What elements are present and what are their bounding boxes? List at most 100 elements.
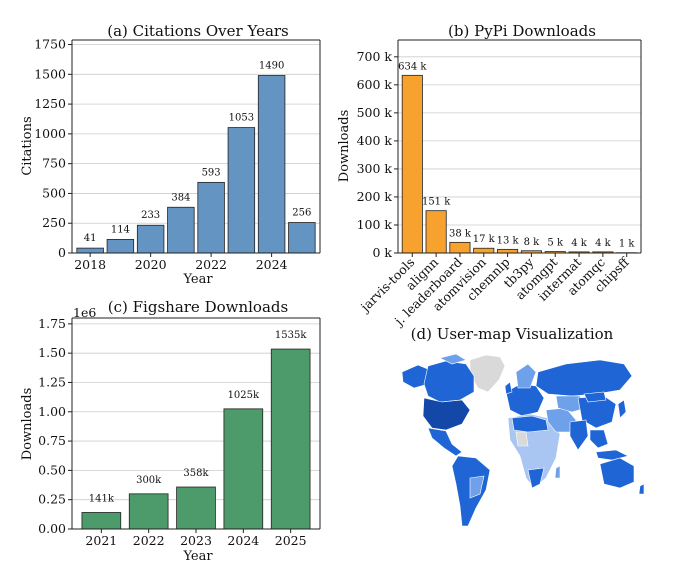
- panel-c-title: (c) Figshare Downloads: [108, 298, 288, 316]
- y-tick-label: 500 k: [357, 105, 393, 120]
- data-label: 8 k: [524, 237, 541, 248]
- y-tick-label: 200 k: [357, 189, 393, 204]
- map-europe: [505, 383, 545, 417]
- y-tick-label: 1.00: [38, 404, 66, 419]
- data-label: 141k: [89, 493, 115, 504]
- map-russia: [535, 359, 633, 397]
- y-tick-label: 0 k: [372, 245, 392, 260]
- map-north-africa: [511, 415, 549, 433]
- data-label: 1053: [229, 113, 254, 124]
- panel-b-pypi: (b) PyPi Downloads 0 k 100 k 200 k 300 k 400…: [337, 22, 642, 329]
- bar: [257, 75, 286, 254]
- y-tick-label: 700 k: [357, 49, 393, 64]
- x-tick-label: 2025: [275, 533, 307, 548]
- data-label: 358k: [183, 468, 209, 479]
- data-label: 256: [292, 208, 311, 219]
- bar: [425, 210, 447, 254]
- panel-d-user-map: (d) User-map Visualization: [401, 325, 645, 527]
- panel-c-ylabel: Downloads: [20, 388, 35, 460]
- x-tick-label: 2023: [180, 533, 212, 548]
- y-tick-label: 0.75: [38, 433, 66, 448]
- panel-a-ylabel: Citations: [20, 116, 35, 175]
- bar: [270, 348, 311, 530]
- y-tick-label: 0.25: [38, 492, 66, 507]
- bar: [197, 181, 225, 254]
- data-label: 1025k: [228, 390, 260, 401]
- y-tick-label: 0.50: [38, 462, 66, 477]
- y-tick-label: 250: [42, 215, 66, 230]
- map-india: [569, 419, 589, 451]
- y-tick-label: 1250: [34, 96, 66, 111]
- y-tick-label: 1500: [34, 66, 66, 81]
- map-australia: [599, 457, 635, 489]
- map-usa: [422, 397, 471, 431]
- map-indonesia: [595, 449, 629, 461]
- map-scandinavia: [515, 363, 537, 389]
- bar: [76, 247, 104, 254]
- panel-a-xlabel: Year: [182, 272, 213, 287]
- data-label: 5 k: [547, 238, 564, 249]
- map-canada: [423, 360, 475, 403]
- map-madagascar: [554, 465, 561, 479]
- map-japan: [617, 399, 627, 419]
- x-tick-label: 2021: [85, 533, 117, 548]
- x-tick-label: 2024: [227, 533, 259, 548]
- data-label: 1490: [259, 61, 284, 72]
- y-tick-label: 400 k: [357, 133, 393, 148]
- y-tick-label: 0.00: [38, 521, 66, 536]
- y-tick-label: 750: [42, 156, 66, 171]
- data-label: 634 k: [398, 61, 427, 72]
- bar: [176, 486, 216, 530]
- panel-b-ylabel: Downloads: [337, 110, 352, 182]
- world-map: [401, 353, 645, 527]
- bar: [128, 493, 169, 530]
- bar: [167, 206, 195, 254]
- data-label: 41: [84, 233, 97, 244]
- bar: [106, 239, 135, 254]
- bar: [223, 408, 264, 530]
- panel-c-figshare: (c) Figshare Downloads 1e6 0.00 0.25 0.50 0…: [20, 298, 321, 564]
- map-south-africa: [527, 467, 545, 489]
- data-label: 17 k: [473, 234, 496, 245]
- map-south-america-light: [469, 475, 485, 499]
- map-mexico: [427, 427, 463, 457]
- data-label: 1 k: [619, 239, 636, 250]
- panel-c-xlabel: Year: [182, 549, 213, 564]
- y-tick-label: 500: [42, 185, 66, 200]
- bar: [227, 127, 256, 254]
- bar: [81, 512, 122, 530]
- map-mongolia: [583, 391, 607, 403]
- data-label: 4 k: [571, 238, 588, 249]
- y-tick-label: 1.75: [38, 316, 66, 331]
- y-tick-label: 0: [58, 245, 66, 260]
- map-new-zealand: [638, 483, 645, 495]
- x-tick-label: 2022: [133, 533, 165, 548]
- data-label: 13 k: [497, 235, 520, 246]
- bar: [449, 241, 471, 254]
- y-tick-label: 1750: [34, 37, 66, 52]
- y-tick-label: 600 k: [357, 77, 393, 92]
- data-label: 233: [141, 210, 160, 221]
- panel-a-title: (a) Citations Over Years: [107, 22, 289, 40]
- panel-b-title: (b) PyPi Downloads: [448, 22, 596, 40]
- panel-c-scale-label: 1e6: [73, 305, 96, 320]
- x-tick-label: 2024: [256, 257, 288, 272]
- data-label: 114: [111, 224, 130, 235]
- data-label: 38 k: [449, 228, 472, 239]
- y-tick-label: 100 k: [357, 217, 393, 232]
- map-canada-islands: [439, 353, 467, 365]
- y-tick-label: 1.25: [38, 374, 66, 389]
- x-tick-label: 2020: [135, 257, 167, 272]
- x-tick-label: 2018: [74, 257, 106, 272]
- bar: [401, 74, 423, 254]
- data-label: 384: [171, 192, 190, 203]
- data-label: 300k: [136, 475, 162, 486]
- data-label: 4 k: [595, 238, 612, 249]
- y-tick-label: 1.50: [38, 345, 66, 360]
- map-uk: [504, 381, 513, 395]
- bar: [497, 248, 519, 254]
- data-label: 151 k: [422, 197, 451, 208]
- map-africa-patch: [515, 431, 529, 447]
- bar: [288, 222, 316, 254]
